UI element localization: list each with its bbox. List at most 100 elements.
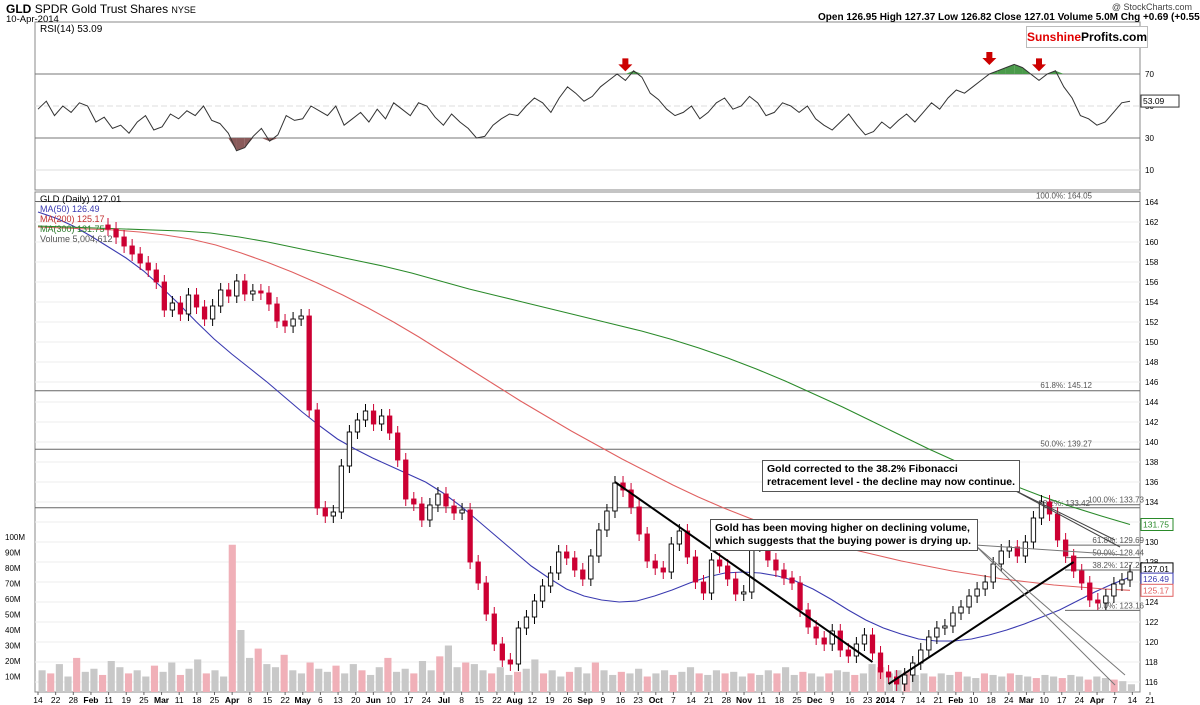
candle-body: [1030, 517, 1037, 543]
annotation-volume: Gold has been moving higher on declining…: [710, 519, 978, 551]
volume-bar: [488, 673, 496, 692]
candle-body: [201, 306, 208, 320]
volume-bar: [946, 674, 954, 692]
x-tick-label: 10: [1039, 695, 1049, 705]
candle-body: [668, 543, 674, 573]
volume-bar: [851, 674, 859, 692]
volume-bar: [799, 671, 807, 692]
candle-body: [958, 606, 964, 614]
price-tick-label: 156: [1145, 278, 1159, 287]
volume-bar: [496, 667, 504, 692]
candle-body: [821, 637, 827, 645]
volume-bar: [514, 671, 522, 692]
volume-bar: [773, 673, 781, 692]
x-tick-label: 12: [527, 695, 537, 705]
candle-body: [387, 415, 393, 434]
rsi-series-line: [37, 63, 1131, 152]
legend-ma200: MA(200) 125.17: [40, 214, 105, 224]
candle-body: [419, 503, 425, 521]
candle-body: [177, 302, 184, 315]
x-tick-label: 22: [492, 695, 502, 705]
price-tick-label: 140: [1145, 438, 1159, 447]
candle-body: [443, 493, 449, 507]
volume-bar: [462, 662, 470, 692]
candle-body: [644, 533, 650, 562]
volume-bar: [989, 674, 997, 692]
volume-bar: [617, 671, 625, 692]
x-tick-label: 7: [901, 695, 906, 705]
candle-body: [950, 612, 956, 627]
price-tick-label: 116: [1145, 678, 1158, 687]
price-tag-box: [1140, 583, 1174, 597]
candle-body: [1119, 579, 1125, 585]
candle-body: [652, 560, 658, 569]
price-tick-label: 130: [1145, 538, 1159, 547]
volume-bar: [635, 668, 643, 692]
candle-body: [716, 559, 723, 567]
note2-pointer: [974, 544, 1126, 676]
volume-bar: [1006, 673, 1014, 692]
volume-bar: [911, 674, 919, 692]
candle-body: [869, 634, 876, 654]
x-tick-label: 7: [1112, 695, 1117, 705]
red-arrow-marker: [982, 52, 997, 65]
candle-body: [547, 572, 554, 587]
x-tick-label: 8: [247, 695, 252, 705]
candle-body: [354, 419, 361, 433]
candle-body: [539, 585, 546, 602]
candle-body: [845, 649, 851, 657]
copyright: @ StockCharts.com: [1111, 2, 1192, 12]
rsi-tick-label: 10: [1145, 166, 1154, 175]
candle-body: [990, 563, 996, 583]
candle-body: [491, 613, 497, 645]
candle-body: [523, 616, 530, 629]
price-tick-label: 150: [1145, 338, 1159, 347]
volume-bar: [263, 664, 271, 692]
x-tick-label: 18: [192, 695, 202, 705]
legend-ma300: MA(300) 131.75: [40, 224, 105, 234]
candle-body: [636, 506, 642, 535]
volume-bar: [686, 667, 695, 692]
volume-bar: [583, 673, 591, 692]
price-tag: 131.75: [1140, 518, 1174, 531]
candle-body: [1095, 599, 1101, 604]
x-tick-label: 21: [704, 695, 714, 705]
volume-tick-label: 10M: [5, 673, 21, 682]
candle-body: [274, 303, 280, 322]
price-tick-label: 162: [1145, 218, 1159, 227]
candle-body: [129, 245, 135, 255]
volume-bar: [124, 673, 133, 692]
volume-tick-label: 70M: [5, 580, 21, 589]
rsi-overbought-fill: [1055, 70, 1064, 74]
price-tag-label: 131.75: [1143, 520, 1169, 530]
candle-body: [1103, 595, 1109, 604]
x-tick-label: 24: [1075, 695, 1085, 705]
fibonacci-label: 50.0%: 139.27: [1040, 439, 1092, 448]
candle-body: [733, 578, 739, 595]
candle-body: [1014, 546, 1020, 557]
volume-bar: [609, 674, 617, 692]
note1-pointer-2: [1009, 487, 1121, 548]
candle-body: [676, 530, 683, 545]
x-tick-label: 26: [563, 695, 573, 705]
candle-body: [451, 505, 457, 514]
price-tick-label: 138: [1145, 458, 1159, 467]
price-tag: 126.49: [1140, 572, 1174, 586]
candle-body: [724, 565, 731, 580]
candle-body: [258, 290, 264, 294]
volume-bar: [133, 670, 141, 692]
volume-bar: [929, 676, 937, 692]
candle-body: [403, 459, 409, 500]
x-tick-label: 14: [686, 695, 696, 705]
fibonacci-label-2: 100.0%: 133.73: [1088, 496, 1145, 505]
x-tick-label: Feb: [948, 695, 963, 705]
candle-body: [346, 431, 353, 467]
x-tick-label: Mar: [1019, 695, 1035, 705]
rsi-oversold-fill: [269, 138, 278, 142]
note2-pointer-3: [974, 544, 1126, 556]
volume-bar: [704, 674, 712, 692]
x-tick-label: 11: [757, 695, 766, 705]
candle-body: [942, 625, 948, 629]
volume-bar: [1084, 679, 1092, 692]
